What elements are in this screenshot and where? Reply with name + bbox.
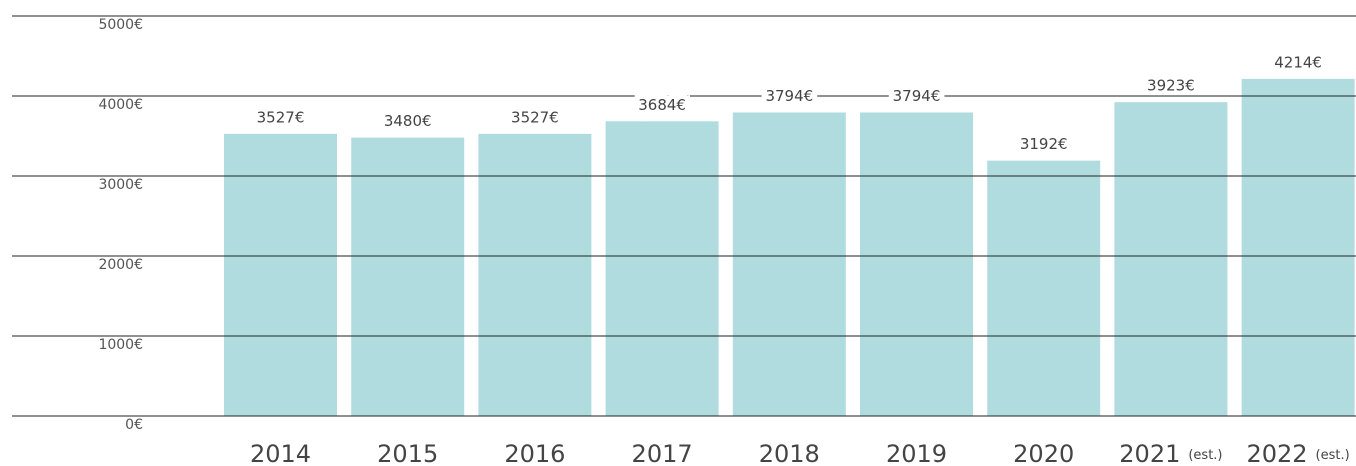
x-tick-year: 2015 [377, 440, 438, 466]
value-label: 3794€ [893, 87, 941, 105]
bars [224, 78, 1355, 416]
x-tick-note: (est.) [1188, 448, 1222, 463]
x-tick-note: (est.) [1316, 448, 1350, 463]
x-tick-label: 2022 (est.) [1246, 440, 1349, 466]
x-tick-year: 2022 [1246, 440, 1307, 466]
grid [12, 15, 1356, 417]
y-tick-label: 4000€ [98, 97, 143, 113]
value-label: 3684€ [638, 96, 686, 114]
x-tick-label: 2020 [1013, 440, 1074, 466]
y-tick-label: 0€ [125, 417, 143, 433]
x-tick-year: 2021 [1119, 440, 1180, 466]
x-tick-label: 2021 (est.) [1119, 440, 1222, 466]
value-label: 3527€ [257, 108, 305, 126]
y-tick-label: 1000€ [98, 337, 143, 353]
x-tick-label: 2017 [632, 440, 693, 466]
value-label: 3527€ [511, 108, 559, 126]
bar [860, 112, 973, 416]
x-tick-year: 2016 [504, 440, 565, 466]
y-tick-label: 5000€ [98, 17, 143, 33]
x-tick-year: 2017 [632, 440, 693, 466]
bar [1114, 102, 1228, 416]
y-tick-label: 3000€ [98, 177, 143, 193]
x-tick-label: 2019 [886, 440, 947, 466]
bar [605, 121, 719, 416]
value-label: 3192€ [1020, 135, 1068, 153]
x-tick-year: 2018 [759, 440, 820, 466]
bar [1241, 78, 1355, 416]
bar [224, 133, 337, 416]
value-label: 3794€ [765, 87, 813, 105]
x-tick-label: 2015 [377, 440, 438, 466]
bar [478, 133, 592, 416]
x-tick-label: 2016 [504, 440, 565, 466]
x-tick-label: 2014 [250, 440, 311, 466]
y-tick-label: 2000€ [98, 257, 143, 273]
bar [351, 137, 465, 416]
x-tick-year: 2019 [886, 440, 947, 466]
x-tick-year: 2014 [250, 440, 311, 466]
bar [987, 160, 1101, 416]
x-tick-year: 2020 [1013, 440, 1074, 466]
value-label: 4214€ [1274, 53, 1322, 71]
x-tick-label: 2018 [759, 440, 820, 466]
value-label: 3480€ [384, 112, 432, 130]
bar [732, 112, 846, 416]
value-label: 3923€ [1147, 77, 1195, 95]
